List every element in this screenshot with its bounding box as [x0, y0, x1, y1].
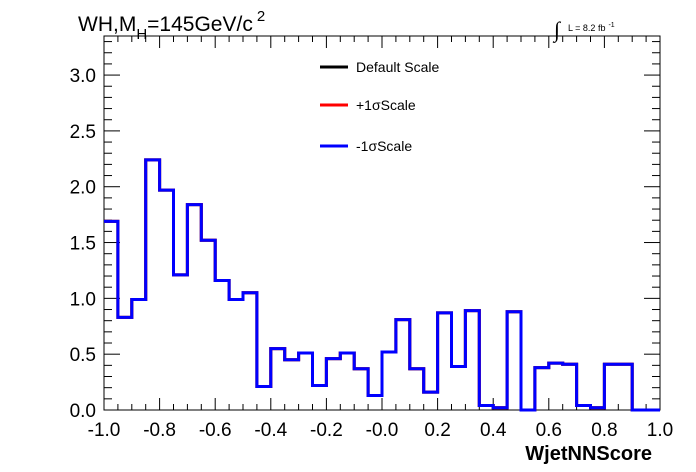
y-tick-label: 2.0	[70, 178, 96, 199]
y-tick-label: 2.5	[70, 122, 96, 143]
y-tick-label: 0.0	[70, 401, 96, 422]
legend-label-1: +1σScale	[356, 97, 416, 113]
legend-label-2: -1σScale	[356, 138, 412, 154]
x-tick-label: 1.0	[647, 420, 673, 441]
chart-title: WH,MH=145GeV/c 2	[78, 8, 265, 43]
x-tick-label: 0.2	[424, 420, 450, 441]
x-tick-label: -0.8	[143, 420, 176, 441]
x-tick-label: -1.0	[88, 420, 121, 441]
legend-label-0: Default Scale	[356, 59, 439, 75]
x-tick-label: -0.6	[199, 420, 232, 441]
y-tick-label: 1.0	[70, 289, 96, 310]
axes-group: -1.0 -0.8 -0.6 -0.4 -0.2 -0.0 0.2 0.4 0.6 0.8 1.0 0…	[70, 36, 673, 441]
x-tick-label: 0.8	[591, 420, 617, 441]
series-layer	[104, 158, 660, 412]
luminosity-label: L = 8.2 fb -1	[568, 22, 615, 33]
y-tick-label: 3.0	[70, 66, 96, 87]
legend: Default Scale +1σScale -1σScale	[320, 59, 439, 154]
x-tick-label: -0.4	[254, 420, 287, 441]
x-axis-title: WjetNNScore	[525, 443, 652, 465]
x-tick-label: 0.4	[480, 420, 507, 441]
integral-icon: ∫	[552, 17, 562, 43]
series-line-2	[104, 158, 660, 412]
y-tick-label: 0.5	[70, 345, 96, 366]
x-tick-label: -0.2	[310, 420, 343, 441]
x-tick-label: 0.6	[536, 420, 562, 441]
x-tick-label: -0.0	[366, 420, 399, 441]
y-tick-label: 1.5	[70, 234, 96, 255]
